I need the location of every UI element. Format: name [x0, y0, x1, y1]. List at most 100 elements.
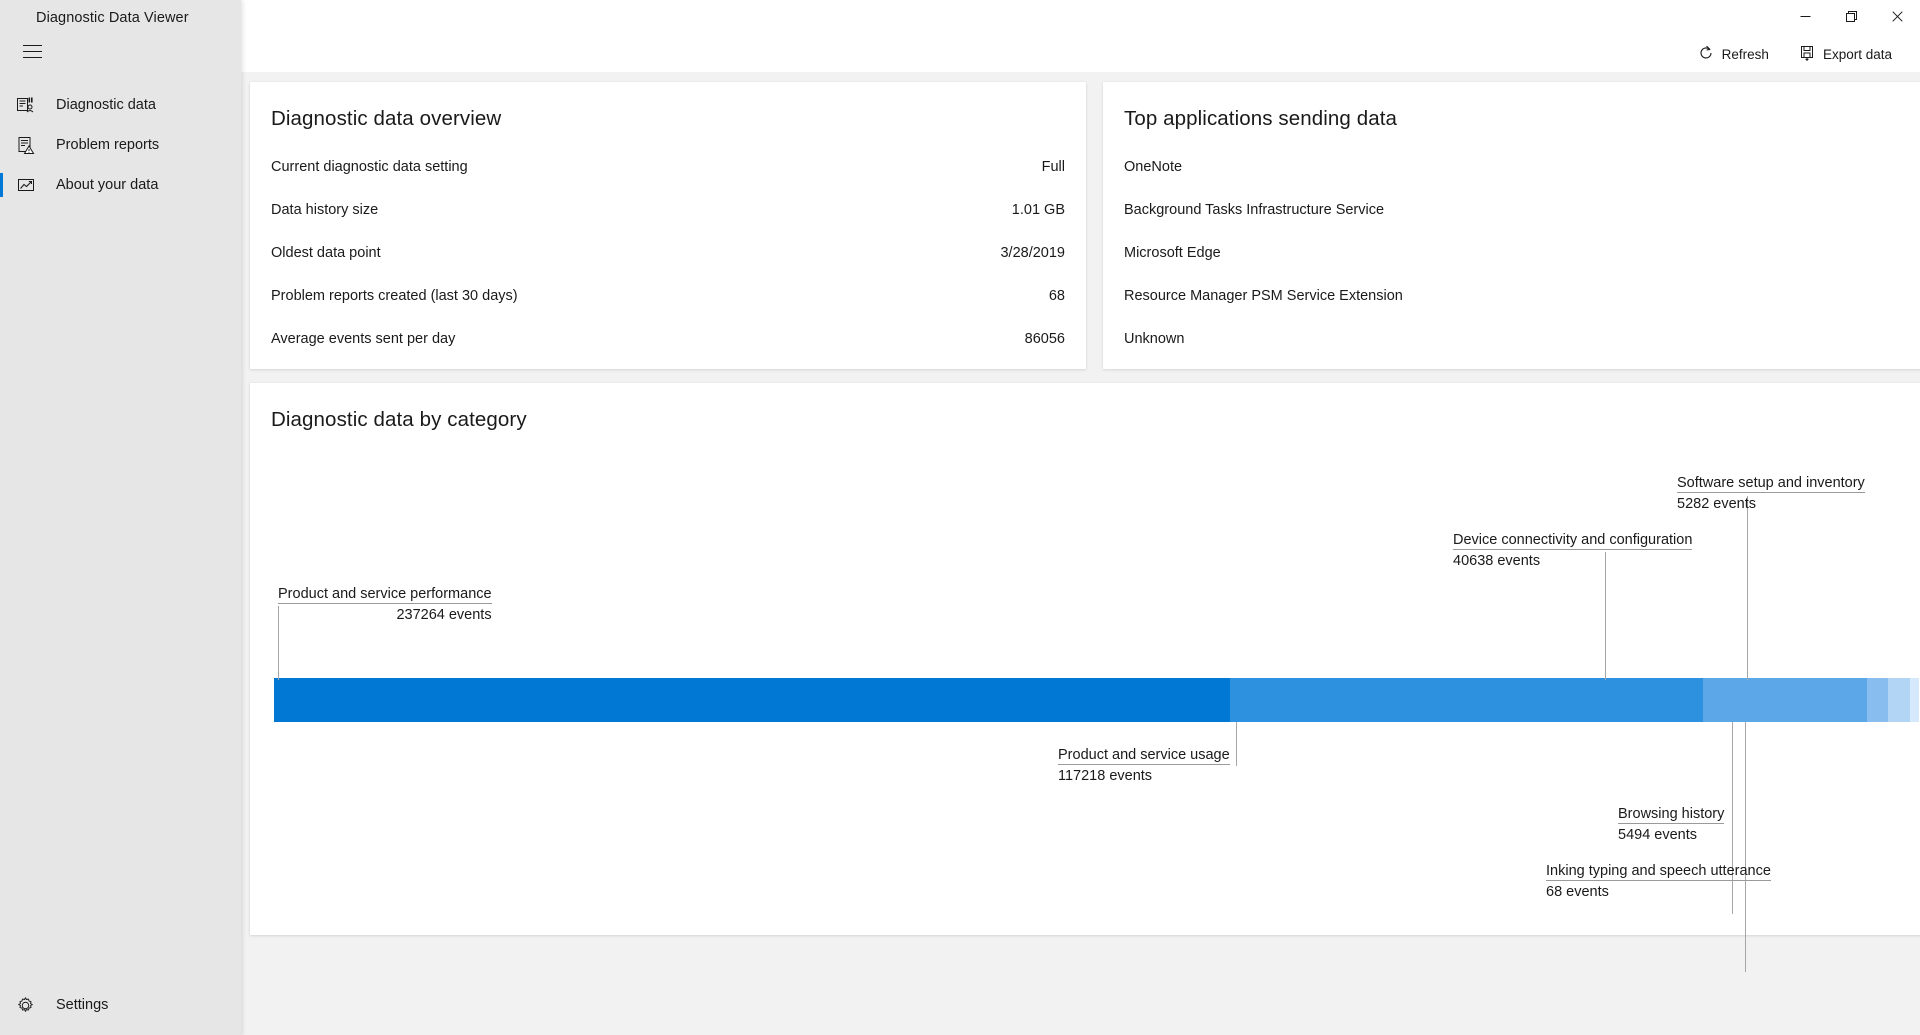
callout-product-and-service-usage: Product and service usage 117218 events	[1058, 747, 1230, 784]
sidebar-item-label: About your data	[56, 177, 159, 193]
callout-value: 40638 events	[1453, 553, 1541, 569]
hamburger-icon	[22, 44, 42, 58]
selection-indicator	[0, 173, 3, 197]
row-value: 3/28/2019	[1000, 244, 1065, 261]
row-value: 86056	[1024, 330, 1065, 347]
overview-row: Current diagnostic data setting Full	[271, 145, 1065, 188]
diagnostic-data-by-category-card: Diagnostic data by category	[250, 383, 1920, 972]
row-key: Data history size	[271, 201, 379, 218]
leader-line-device-connectivity-and-configuration	[1605, 552, 1606, 680]
minimize-button[interactable]	[1782, 0, 1828, 32]
about-your-data-icon	[10, 170, 48, 200]
card-title: Top applications sending data	[1124, 107, 1398, 130]
callout-browsing-history: Browsing history 5494 events	[1618, 806, 1725, 843]
row-key: Problem reports created (last 30 days)	[271, 287, 518, 304]
close-button[interactable]	[1874, 0, 1920, 32]
topapps-rows: OneNote 3 MB Background Tasks Infrastruc…	[1103, 131, 1920, 360]
sidebar-nav: Diagnostic data Problem reports	[0, 85, 241, 205]
topapps-row: Background Tasks Infrastructure Service …	[1124, 188, 1920, 231]
callout-value: 237264 events	[396, 607, 492, 623]
callout-label: Product and service performance	[278, 586, 492, 604]
export-data-button[interactable]: Export data	[1789, 40, 1902, 69]
sidebar-item-settings[interactable]: Settings	[0, 985, 241, 1025]
callout-value: 68 events	[1546, 884, 1609, 900]
maximize-icon	[1845, 10, 1857, 22]
stacked-bar-chart: Product and service performance 237264 e…	[250, 438, 1920, 972]
maximize-button[interactable]	[1828, 0, 1874, 32]
bar-segment-inking-typing-and-speech-utterance[interactable]	[1910, 678, 1919, 722]
gear-icon	[10, 990, 48, 1020]
row-value: 1.01 GB	[1011, 201, 1065, 218]
sidebar: Diagnostic Data Viewer	[0, 0, 241, 1035]
row-key: Current diagnostic data setting	[271, 158, 468, 175]
callout-product-and-service-performance: Product and service performance 237264 e…	[278, 586, 492, 623]
callout-inking-typing-and-speech-utterance: Inking typing and speech utterance 68 ev…	[1546, 863, 1771, 900]
sidebar-item-problem-reports[interactable]: Problem reports	[0, 125, 241, 165]
topapps-row: Microsoft Edge 2 MB	[1124, 231, 1920, 274]
top-applications-card: Top applications sending data OneNote 3 …	[1103, 82, 1920, 369]
callout-label: Software setup and inventory	[1677, 475, 1865, 493]
callout-device-connectivity-and-configuration: Device connectivity and configuration 40…	[1453, 532, 1693, 569]
overview-row: Oldest data point 3/28/2019	[271, 231, 1065, 274]
card-title: Diagnostic data overview	[271, 107, 502, 130]
window-controls	[1782, 0, 1920, 32]
callout-value: 5494 events	[1618, 827, 1698, 843]
callout-label: Browsing history	[1618, 806, 1725, 824]
hamburger-menu-button[interactable]	[8, 31, 56, 71]
callout-value: 5282 events	[1677, 496, 1757, 512]
overview-row: Data history size 1.01 GB	[271, 188, 1065, 231]
topapps-row: Resource Manager PSM Service Extension 1…	[1124, 274, 1920, 317]
row-key: Oldest data point	[271, 244, 381, 261]
callout-value: 117218 events	[1058, 768, 1153, 784]
callout-software-setup-and-inventory: Software setup and inventory 5282 events	[1677, 475, 1865, 512]
refresh-icon	[1698, 45, 1714, 64]
overview-row: Average events sent per day 86056	[271, 317, 1065, 360]
bar-segment-product-and-service-usage[interactable]	[1230, 678, 1703, 722]
sidebar-item-label: Problem reports	[56, 137, 160, 153]
export-label: Export data	[1822, 47, 1892, 62]
sidebar-item-label: Diagnostic data	[56, 97, 156, 113]
diagnostic-data-overview-card: Diagnostic data overview Current diagnos…	[250, 82, 1086, 369]
card-title: Diagnostic data by category	[271, 408, 527, 431]
callout-label: Product and service usage	[1058, 747, 1230, 765]
row-key: Unknown	[1124, 330, 1185, 347]
callout-label: Device connectivity and configuration	[1453, 532, 1693, 550]
save-export-icon	[1799, 45, 1815, 64]
leader-line-product-and-service-usage	[1236, 722, 1237, 766]
leader-line-software-setup-and-inventory	[1747, 496, 1748, 680]
stacked-bar	[274, 678, 1919, 722]
bar-segment-browsing-history[interactable]	[1887, 678, 1910, 722]
close-icon	[1891, 10, 1903, 22]
topapps-row: Unknown 1 MB	[1124, 317, 1920, 360]
bar-segment-device-connectivity-and-configuration[interactable]	[1702, 678, 1867, 722]
app-title: Diagnostic Data Viewer	[36, 10, 189, 26]
main-content: Diagnostic data overview Current diagnos…	[241, 72, 1920, 1035]
row-key: OneNote	[1124, 158, 1183, 175]
bar-segment-software-setup-and-inventory[interactable]	[1866, 678, 1888, 722]
row-key: Background Tasks Infrastructure Service	[1124, 201, 1385, 218]
refresh-button[interactable]: Refresh	[1688, 40, 1779, 69]
row-value: Full	[1041, 158, 1065, 175]
leader-line-product-and-service-performance	[278, 606, 279, 680]
sidebar-item-about-your-data[interactable]: About your data	[0, 165, 241, 205]
bar-segment-product-and-service-performance[interactable]	[274, 678, 1231, 722]
leader-line-inking-typing-and-speech-utterance	[1745, 722, 1746, 972]
row-value: 68	[1048, 287, 1065, 304]
callout-label: Inking typing and speech utterance	[1546, 863, 1771, 881]
refresh-label: Refresh	[1721, 47, 1769, 62]
diagnostic-data-icon	[10, 90, 48, 120]
topapps-row: OneNote 3 MB	[1124, 145, 1920, 188]
row-key: Average events sent per day	[271, 330, 456, 347]
overview-rows: Current diagnostic data setting Full Dat…	[250, 131, 1086, 360]
title-bar: Refresh Export data	[241, 0, 1920, 72]
row-key: Resource Manager PSM Service Extension	[1124, 287, 1403, 304]
row-key: Microsoft Edge	[1124, 244, 1221, 261]
command-bar: Refresh Export data	[1688, 40, 1902, 69]
problem-reports-icon	[10, 130, 48, 160]
overview-row: Problem reports created (last 30 days) 6…	[271, 274, 1065, 317]
sidebar-item-label: Settings	[56, 997, 109, 1013]
minimize-icon	[1800, 15, 1810, 17]
leader-line-browsing-history	[1732, 722, 1733, 914]
sidebar-item-diagnostic-data[interactable]: Diagnostic data	[0, 85, 241, 125]
